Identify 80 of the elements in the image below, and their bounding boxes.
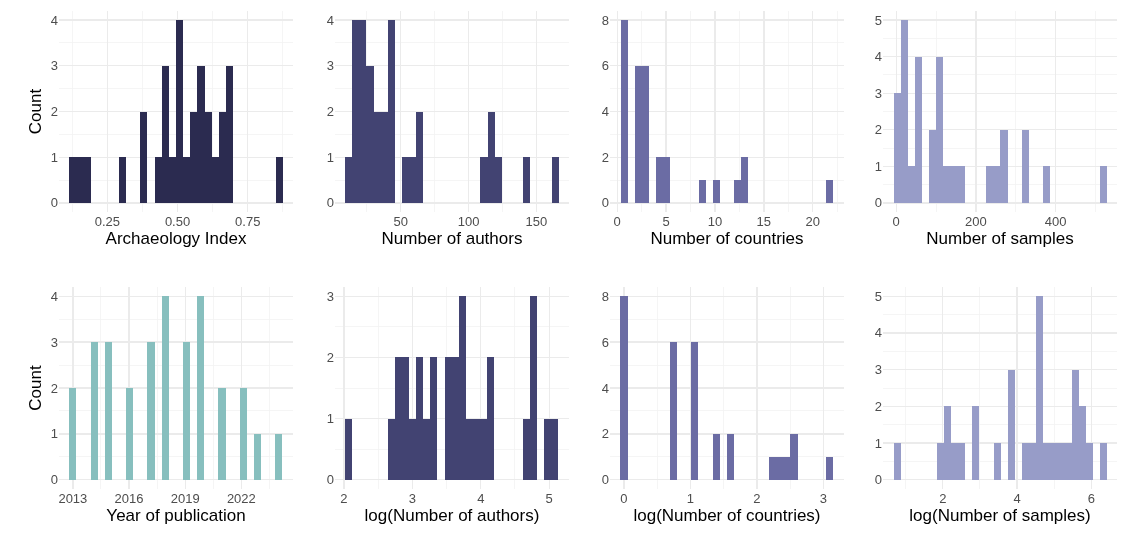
y-tick-label: 2 bbox=[601, 426, 609, 442]
y-tick-label: 0 bbox=[601, 195, 609, 211]
x-tick-label: 200 bbox=[965, 214, 987, 229]
x-tick-label: 10 bbox=[707, 214, 723, 229]
y-tick-label: 2 bbox=[601, 149, 609, 165]
x-axis-title: log(Number of samples) bbox=[909, 506, 1091, 526]
x-tick-label: 50 bbox=[393, 214, 408, 229]
y-tick-label: 4 bbox=[326, 12, 334, 28]
y-tick-label: 5 bbox=[874, 288, 882, 304]
y-tick-label: 0 bbox=[874, 472, 882, 488]
x-axis-title: Number of samples bbox=[926, 229, 1074, 249]
y-tick-label: 8 bbox=[601, 288, 609, 304]
x-tick-label: 0.25 bbox=[94, 214, 120, 229]
x-tick-label: 2019 bbox=[170, 491, 200, 506]
y-tick-label: 6 bbox=[601, 334, 609, 350]
y-tick-label: 3 bbox=[326, 288, 334, 304]
x-tick-label: 3 bbox=[408, 491, 416, 506]
y-tick-label: 4 bbox=[874, 49, 882, 65]
x-axis-title: Number of countries bbox=[650, 229, 804, 249]
x-tick-label: 4 bbox=[1013, 491, 1021, 506]
x-tick-label: 0 bbox=[620, 491, 628, 506]
y-tick-label: 4 bbox=[601, 104, 609, 120]
y-tick-label: 4 bbox=[601, 380, 609, 396]
x-axis-title: log(Number of countries) bbox=[633, 506, 821, 526]
x-tick-label: 1 bbox=[686, 491, 695, 506]
x-tick-label: 2022 bbox=[226, 491, 256, 506]
y-tick-label: 4 bbox=[50, 288, 58, 304]
x-axis-title: log(Number of authors) bbox=[364, 506, 540, 526]
y-tick-label: 0 bbox=[50, 472, 58, 488]
y-tick-label: 0 bbox=[50, 195, 58, 211]
y-tick-label: 3 bbox=[50, 58, 58, 74]
x-tick-label: 20 bbox=[805, 214, 820, 229]
y-tick-label: 6 bbox=[601, 58, 609, 74]
x-tick-label: 2 bbox=[340, 491, 348, 506]
y-tick-label: 2 bbox=[50, 104, 58, 120]
y-tick-label: 2 bbox=[874, 398, 882, 414]
x-tick-label: 100 bbox=[457, 214, 480, 229]
x-tick-label: 0.75 bbox=[235, 214, 261, 229]
x-tick-label: 5 bbox=[545, 491, 553, 506]
y-tick-label: 1 bbox=[50, 426, 58, 442]
y-tick-label: 0 bbox=[326, 195, 334, 211]
y-tick-label: 3 bbox=[874, 362, 882, 378]
y-axis-title: Count bbox=[26, 365, 46, 411]
y-tick-label: 1 bbox=[326, 411, 334, 427]
x-tick-label: 150 bbox=[525, 214, 548, 229]
x-axis-title: Number of authors bbox=[381, 229, 523, 249]
y-tick-label: 5 bbox=[874, 12, 882, 28]
x-tick-label: 0 bbox=[613, 214, 621, 229]
y-tick-label: 8 bbox=[601, 12, 609, 28]
x-tick-label: 4 bbox=[477, 491, 485, 506]
y-tick-label: 4 bbox=[874, 325, 882, 341]
x-tick-label: 2 bbox=[939, 491, 947, 506]
y-tick-label: 4 bbox=[50, 12, 58, 28]
y-tick-label: 2 bbox=[874, 122, 882, 138]
y-tick-label: 3 bbox=[874, 85, 882, 101]
y-tick-label: 1 bbox=[326, 149, 334, 165]
y-tick-label: 2 bbox=[326, 104, 334, 120]
x-tick-label: 2016 bbox=[114, 491, 144, 506]
y-tick-label: 2 bbox=[326, 349, 334, 365]
x-tick-label: 3 bbox=[819, 491, 828, 506]
y-tick-label: 1 bbox=[874, 435, 882, 451]
x-tick-label: 15 bbox=[756, 214, 772, 229]
y-tick-label: 3 bbox=[50, 334, 58, 350]
y-axis-title: Count bbox=[26, 88, 46, 135]
x-axis-title: Year of publication bbox=[106, 506, 246, 526]
x-tick-label: 0.50 bbox=[164, 214, 191, 229]
y-tick-label: 3 bbox=[326, 58, 334, 74]
y-tick-label: 1 bbox=[50, 149, 58, 165]
x-tick-label: 6 bbox=[1087, 491, 1095, 506]
x-tick-label: 5 bbox=[662, 214, 670, 229]
y-tick-label: 1 bbox=[874, 158, 882, 174]
x-tick-label: 400 bbox=[1044, 214, 1067, 229]
y-tick-label: 0 bbox=[326, 472, 334, 488]
y-tick-label: 0 bbox=[874, 195, 882, 211]
x-tick-label: 2013 bbox=[58, 491, 88, 506]
y-tick-label: 2 bbox=[50, 380, 58, 396]
x-tick-label: 2 bbox=[753, 491, 761, 506]
y-tick-label: 0 bbox=[601, 472, 609, 488]
x-tick-label: 0 bbox=[892, 214, 900, 229]
x-axis-title: Archaeology Index bbox=[105, 229, 247, 249]
